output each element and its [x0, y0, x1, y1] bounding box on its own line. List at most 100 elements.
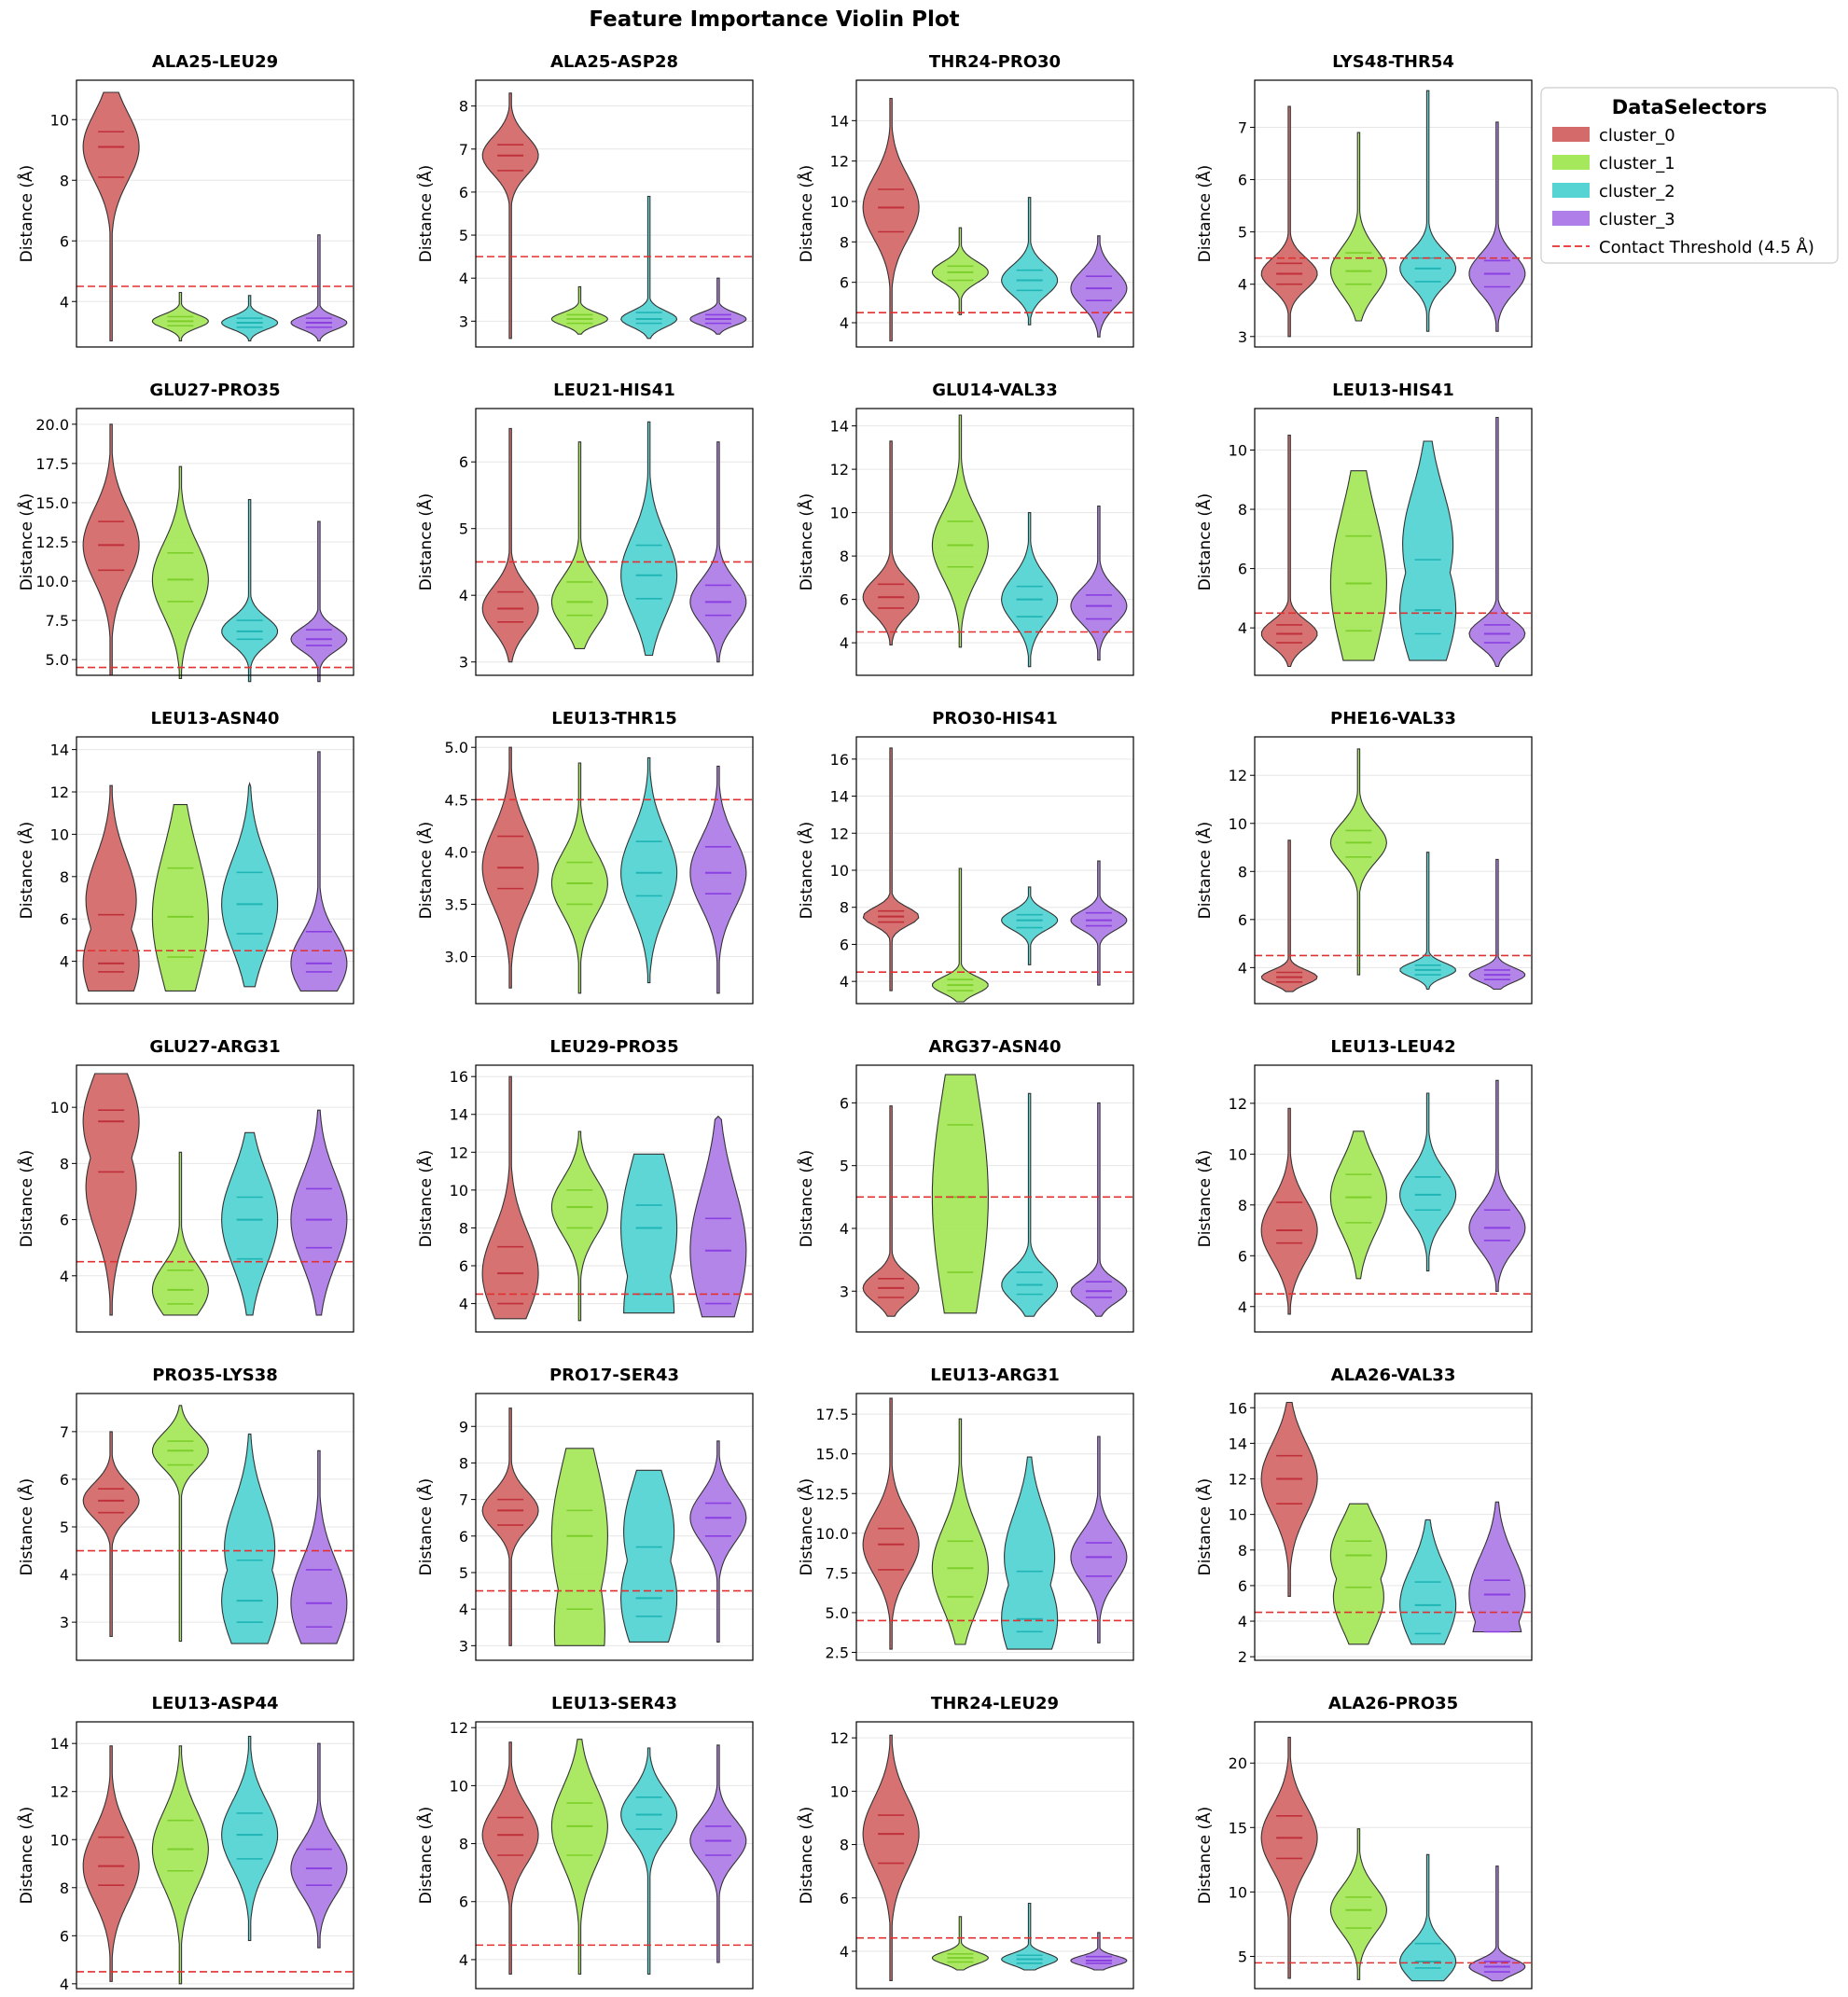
panel-title: ARG37-ASN40: [928, 1037, 1061, 1057]
panel-title: GLU27-ARG31: [149, 1037, 280, 1057]
y-tick-label: 6: [1238, 1577, 1247, 1595]
violin-cluster_0: [481, 1741, 539, 1976]
violin-cluster_0: [481, 427, 539, 663]
legend: DataSelectors cluster_0 cluster_1 cluster_2…: [1540, 87, 1839, 264]
y-tick-label: 6: [459, 453, 468, 471]
y-tick-label: 20.0: [35, 416, 69, 434]
y-tick-label: 10: [450, 1182, 468, 1200]
panel-title: LEU13-SER43: [551, 1694, 677, 1713]
y-tick-label: 4.0: [445, 843, 468, 861]
panel-frame: [475, 1064, 754, 1333]
y-tick-label: 6: [60, 1212, 69, 1229]
y-tick-label: 3.5: [445, 895, 468, 913]
violin-cluster_2: [1001, 1456, 1059, 1650]
violin-cluster_0: [82, 1431, 140, 1638]
violin-cluster_0: [1260, 1107, 1318, 1315]
violin-cluster_3: [290, 751, 348, 992]
panel-frame: [76, 736, 354, 1005]
panel-title: LEU13-ASN40: [151, 709, 280, 728]
panel-leu13-thr15: 3.0 3.5 4.0 4.5 5.0 LEU13-THR15 Distance (Å): [415, 709, 754, 1005]
violin-cluster_2: [620, 1469, 678, 1643]
panel-frame: [1254, 408, 1533, 676]
figure-title: Feature Importance Violin Plot: [589, 7, 959, 32]
y-tick-label: 15.0: [35, 494, 69, 512]
panel-frame: [76, 1064, 354, 1333]
legend-label-cluster_0: cluster_0: [1599, 126, 1675, 146]
panel-lys48-thr54: 3 4 5 6 7 LYS48-THR54 Distance (Å): [1194, 52, 1533, 348]
panel-grid: 4 6 8 10 ALA25-LEU29 Distance (Å) 3 4 5 6 7 8 ALA25-…: [16, 52, 1533, 1993]
y-tick-label: 4: [459, 1296, 468, 1313]
y-tick-label: 4: [840, 634, 849, 652]
violin-cluster_2: [620, 195, 678, 340]
y-tick-label: 14: [50, 742, 69, 759]
panel-title: LEU13-LEU42: [1330, 1037, 1455, 1057]
y-tick-label: 6: [60, 910, 69, 928]
violin-cluster_1: [151, 804, 209, 992]
panel-frame: [475, 1721, 754, 1990]
y-tick-label: 7: [60, 1423, 69, 1441]
violin-cluster_3: [290, 1109, 348, 1316]
y-axis-label: Distance (Å): [1194, 1807, 1215, 1905]
violin-cluster_3: [1468, 416, 1526, 668]
y-tick-label: 7: [459, 141, 468, 159]
violin-cluster_0: [862, 440, 920, 645]
legend-swatch-cluster_3: [1552, 211, 1590, 226]
y-tick-label: 4: [459, 270, 468, 287]
y-axis-label: Distance (Å): [1194, 1478, 1215, 1576]
violin-cluster_0: [862, 1105, 920, 1317]
violin-cluster_1: [932, 867, 989, 1003]
panel-glu14-val33: 4 6 8 10 12 14 GLU14-VAL33 Distance (Å): [796, 381, 1134, 676]
y-tick-label: 6: [840, 936, 849, 953]
y-axis-label: Distance (Å): [1194, 822, 1215, 920]
panel-ala25-leu29: 4 6 8 10 ALA25-LEU29 Distance (Å): [16, 52, 354, 348]
violin-cluster_1: [1329, 470, 1387, 661]
y-tick-label: 4: [60, 1976, 69, 1993]
violin-cluster_3: [1468, 1501, 1526, 1633]
y-tick-label: 6: [1238, 172, 1247, 189]
panel-title: PHE16-VAL33: [1330, 709, 1456, 728]
y-tick-label: 6: [840, 1094, 849, 1112]
y-tick-label: 10: [1229, 441, 1247, 459]
y-tick-label: 14: [830, 112, 849, 130]
panel-leu29-pro35: 4 6 8 10 12 14 16 LEU29-PRO35 Distance (Å): [415, 1037, 754, 1333]
violin-cluster_2: [1001, 197, 1059, 326]
y-tick-label: 8: [840, 1837, 849, 1854]
y-tick-label: 6: [459, 1257, 468, 1275]
violin-cluster_2: [221, 1433, 279, 1644]
y-tick-label: 4: [459, 587, 468, 604]
y-tick-label: 12: [830, 1729, 849, 1747]
violin-cluster_1: [151, 1405, 209, 1643]
violin-cluster_1: [550, 1130, 608, 1322]
violin-cluster_1: [550, 285, 608, 335]
violin-cluster_0: [862, 1734, 920, 1981]
y-axis-label: Distance (Å): [16, 1150, 36, 1248]
panel-frame: [1254, 1721, 1533, 1990]
violin-cluster_1: [151, 1151, 209, 1316]
violin-cluster_0: [1260, 839, 1318, 992]
panel-frame: [76, 1721, 354, 1990]
legend-swatch-cluster_2: [1552, 183, 1590, 198]
violin-cluster_3: [1468, 858, 1526, 991]
panel-frame: [76, 79, 354, 348]
y-tick-label: 8: [1238, 1542, 1247, 1560]
violin-cluster_2: [221, 782, 279, 988]
y-tick-label: 4: [840, 314, 849, 332]
y-tick-label: 7: [459, 1491, 468, 1509]
y-tick-label: 8: [459, 1454, 468, 1472]
panel-frame: [855, 736, 1134, 1005]
y-tick-label: 9: [459, 1418, 468, 1435]
violin-cluster_3: [689, 1744, 747, 1963]
y-tick-label: 12: [830, 153, 849, 171]
y-tick-label: 6: [840, 591, 849, 609]
y-tick-label: 16: [830, 751, 849, 769]
violin-cluster_2: [1001, 512, 1059, 668]
y-tick-label: 10: [50, 111, 69, 129]
panel-frame: [1254, 79, 1533, 348]
panel-leu13-asn40: 4 6 8 10 12 14 LEU13-ASN40 Distance (Å): [16, 709, 354, 1005]
y-tick-label: 8: [1238, 1197, 1247, 1214]
panel-frame: [1254, 736, 1533, 1005]
panel-frame: [475, 1393, 754, 1661]
y-axis-label: Distance (Å): [415, 1478, 436, 1576]
panel-leu13-leu42: 4 6 8 10 12 LEU13-LEU42 Distance (Å): [1194, 1037, 1533, 1333]
panel-title: LEU13-ARG31: [930, 1366, 1060, 1385]
